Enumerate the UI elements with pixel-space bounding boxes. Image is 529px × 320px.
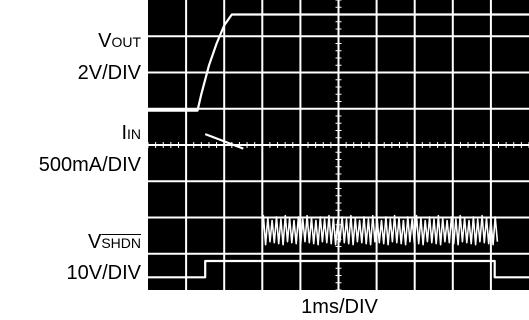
vshdn-label-main: V bbox=[87, 231, 102, 253]
trace-iin-switching bbox=[261, 214, 499, 246]
vshdn-label-subscript: SHDN bbox=[101, 235, 141, 251]
iin-label-subscript: IN bbox=[127, 126, 141, 142]
vshdn-scale-label: 10V/DIV bbox=[66, 262, 141, 284]
iin-label: IIN bbox=[121, 122, 141, 145]
trace-iin bbox=[204, 133, 244, 150]
iin-label-main: I bbox=[121, 122, 127, 144]
vshdn-label: VSHDN bbox=[88, 231, 141, 254]
time-scale-label: 1ms/DIV bbox=[301, 296, 378, 318]
vout-scale-label: 2V/DIV bbox=[77, 62, 141, 84]
scope-grid bbox=[147, 0, 529, 291]
vout-label-subscript: OUT bbox=[111, 34, 141, 50]
vout-label: VOUT bbox=[98, 30, 141, 53]
scope-traces bbox=[148, 13, 529, 279]
vout-label-main: V bbox=[98, 30, 112, 52]
iin-scale-label: 500mA/DIV bbox=[38, 154, 141, 176]
trace-vshdn bbox=[148, 259, 529, 279]
trace-vout bbox=[148, 13, 529, 112]
